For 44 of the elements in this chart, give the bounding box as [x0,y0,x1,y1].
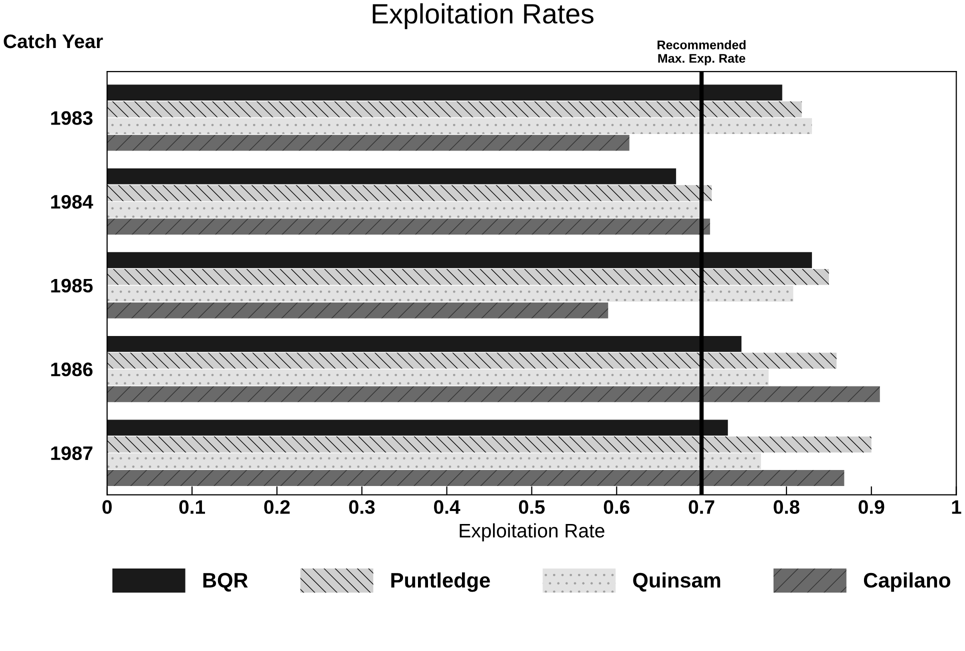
x-tick-label: 0.7 [688,500,714,514]
bar [107,470,844,486]
x-tick-label: 0.4 [434,500,460,514]
y-tick-label: 1985 [51,278,93,293]
bar [107,369,769,386]
x-tick-label: 0.8 [774,500,800,514]
bar [107,134,630,151]
x-tick-label: 0.1 [179,500,206,514]
bar [107,101,802,118]
bar [107,252,812,268]
y-axis-title: Catch Year [4,34,103,48]
bar [107,84,782,101]
bar [107,336,742,352]
x-tick-label: 1 [952,500,962,514]
y-tick-label: 1986 [51,362,93,376]
bar [107,185,712,202]
legend-label: BQR [203,572,248,592]
bar [107,436,872,452]
bar [107,453,761,470]
bar [107,168,676,184]
x-tick-label: 0.6 [604,500,630,514]
x-tick-label: 0.2 [264,500,290,514]
y-tick-label: 1987 [51,446,92,460]
x-tick-label: 0.9 [858,500,884,514]
y-tick-label: 1984 [51,194,94,209]
bar [107,420,728,436]
bar [107,352,837,369]
x-tick-label: 0.3 [349,500,375,514]
x-tick-label: 0.5 [518,500,545,514]
bar [107,202,700,218]
legend-label: Puntledge [391,572,490,592]
legend-label: Quinsam [633,572,720,592]
bar [107,386,880,402]
legend-label: Capilano [864,572,950,592]
bar [107,118,812,134]
ref-line-label: Recommended Max. Exp. Rate [658,40,746,66]
bar [107,268,829,285]
bar [107,302,608,318]
bar [107,218,710,235]
chart-title: Exploitation Rates [372,3,594,30]
bar [107,286,794,302]
x-tick-label: 0 [102,500,112,514]
x-axis-title: Exploitation Rate [460,523,604,542]
y-tick-label: 1983 [51,111,93,125]
